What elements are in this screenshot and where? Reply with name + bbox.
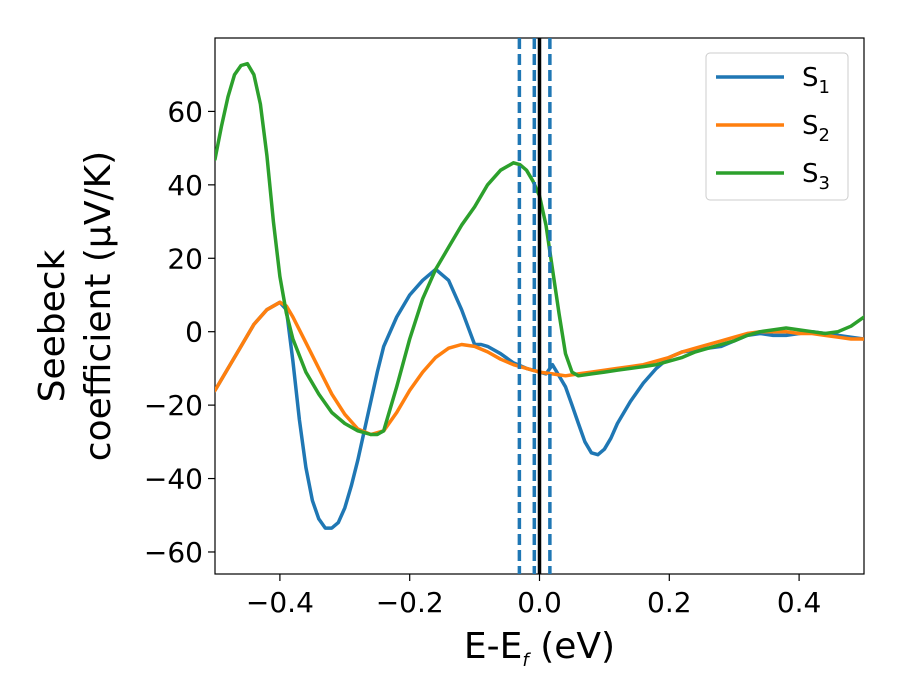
legend-label-s1: S1	[802, 63, 830, 98]
y-tick-label: −60	[144, 536, 203, 569]
axis-ticks: −0.4 −0.2 0.0 0.2 0.4 −60 −40 −20 0 20 40 60	[144, 95, 821, 619]
legend-label-s2: S2	[802, 111, 830, 146]
reference-lines	[517, 38, 552, 574]
legend: S1 S2 S3	[705, 52, 849, 201]
x-tick-label: 0.0	[517, 586, 562, 619]
series-line-s3	[215, 61, 864, 437]
y-tick-label: 40	[167, 169, 203, 202]
y-axis-label-line2: coefficient (μV/K)	[78, 151, 119, 461]
x-tick-label: 0.4	[777, 586, 822, 619]
y-tick-label: −40	[144, 463, 203, 496]
legend-label-s3: S3	[802, 159, 830, 194]
y-tick-label: −20	[144, 389, 203, 422]
x-tick-label: −0.4	[246, 586, 314, 619]
y-tick-label: 20	[167, 242, 203, 275]
x-axis-label: E-Ef (eV)	[464, 626, 615, 671]
x-tick-label: 0.2	[647, 586, 692, 619]
y-tick-label: 60	[167, 95, 203, 128]
x-tick-label: −0.2	[376, 586, 444, 619]
y-axis-label: Seebeck coefficient (μV/K)	[32, 151, 119, 461]
y-tick-label: 0	[185, 316, 203, 349]
y-axis-label-line1: Seebeck	[32, 249, 73, 402]
